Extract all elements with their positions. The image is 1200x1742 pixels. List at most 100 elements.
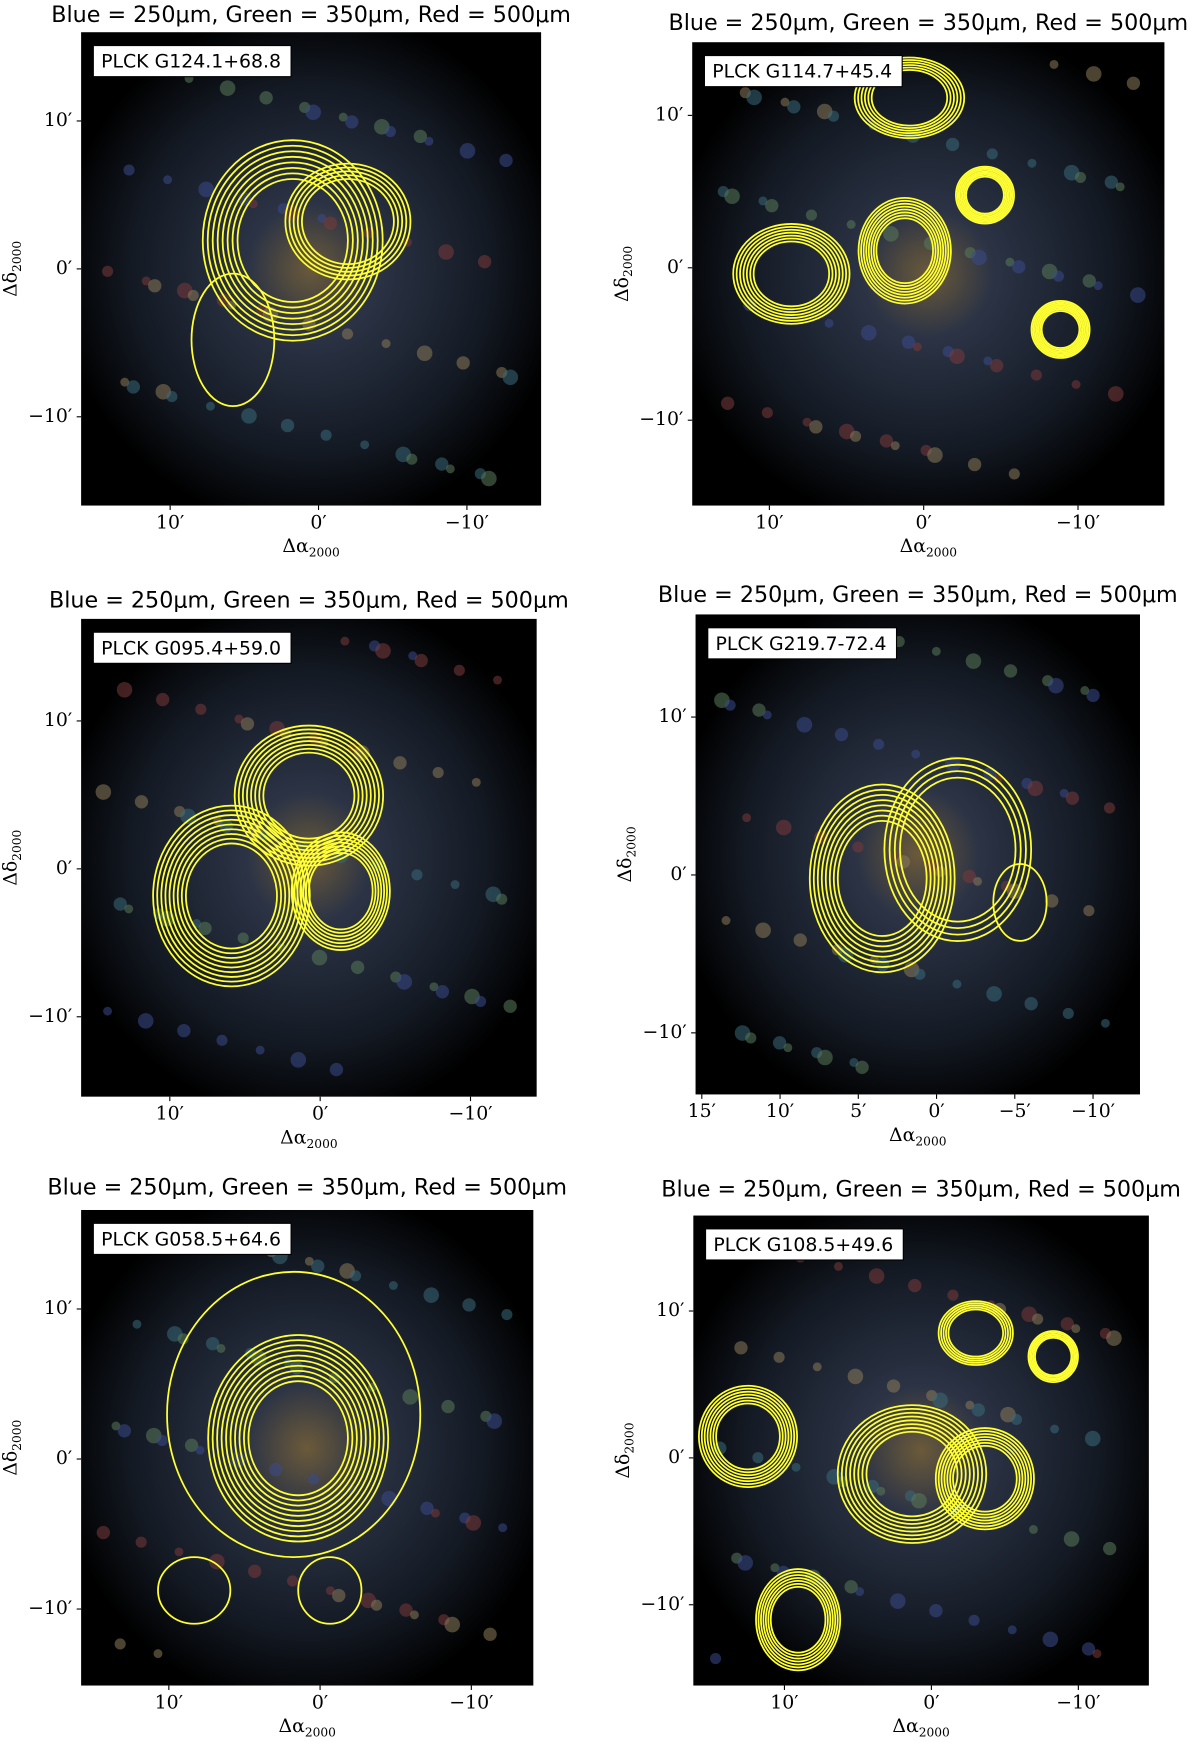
sky-speckle	[1003, 664, 1018, 678]
sky-speckle	[834, 727, 849, 742]
sky-speckle	[742, 813, 752, 823]
sky-speckle	[1049, 59, 1059, 69]
y-tick-label: 0′	[670, 863, 686, 885]
x-tick-label: −10′	[448, 1102, 492, 1124]
source-label-box: PLCK G108.5+49.6	[704, 1228, 904, 1261]
sky-speckle	[890, 1593, 906, 1609]
sky-speckle	[399, 1603, 413, 1617]
contour	[1032, 301, 1089, 358]
contour	[934, 1427, 1035, 1531]
x-axis-label-sub: 2000	[919, 1726, 950, 1740]
contour	[836, 819, 928, 937]
contour	[860, 199, 950, 302]
x-tick-label: −10′	[445, 511, 489, 533]
sky-speckle	[498, 1523, 508, 1533]
y-axis-label-sub: 2000	[10, 241, 24, 272]
contour	[1030, 1333, 1076, 1380]
contour	[221, 161, 364, 320]
sky-speckle	[248, 199, 258, 209]
contour	[231, 172, 354, 309]
contour	[238, 1370, 358, 1507]
sky-speckle	[205, 401, 215, 411]
contour	[735, 225, 848, 322]
x-tick-label: −10′	[449, 1691, 493, 1713]
sky-speckle	[459, 143, 476, 159]
sky-speckle	[493, 675, 502, 685]
source-label: PLCK G219.7-72.4	[716, 633, 887, 655]
contour	[769, 1585, 827, 1654]
sky-speckle	[137, 1013, 154, 1029]
sky-speckle	[163, 175, 173, 185]
sky-speckle	[1042, 1631, 1059, 1648]
y-tick-label: −10′	[28, 405, 72, 427]
contour	[762, 1577, 834, 1663]
contour	[284, 162, 412, 281]
sky-speckle	[1126, 76, 1141, 90]
contour	[808, 783, 956, 974]
sky-speckle	[187, 289, 199, 301]
contour	[201, 139, 384, 342]
sky-speckle	[1045, 894, 1059, 908]
y-tick-label: −10′	[643, 1021, 687, 1043]
sky-speckle	[844, 1580, 858, 1594]
sky-speckle	[986, 148, 998, 160]
sky-speckle	[381, 1490, 397, 1507]
sky-speckle	[1082, 274, 1096, 288]
sky-speckle	[911, 749, 921, 759]
sky-speckle	[861, 324, 877, 341]
contour	[760, 1574, 837, 1666]
contour	[764, 1580, 832, 1660]
contour	[947, 1308, 1004, 1358]
sky-speckle	[350, 1270, 362, 1282]
contour	[845, 1411, 979, 1537]
sky-image	[695, 614, 1140, 1095]
x-tick-label: 10′	[155, 1691, 183, 1713]
sky-speckle	[1027, 780, 1044, 797]
sky-speckle	[103, 1006, 113, 1016]
sky-speckle	[198, 921, 212, 936]
sky-speckle	[805, 209, 818, 221]
sky-speckle	[240, 717, 255, 731]
x-tick-label: 0′	[928, 1100, 944, 1122]
sky-speckle	[868, 1268, 885, 1284]
sky-speckle	[890, 441, 900, 451]
sky-speckle	[986, 986, 1002, 1002]
y-tick-label: −10′	[639, 408, 683, 430]
x-tick-label: 0′	[310, 511, 326, 533]
x-axis-label-sub: 2000	[309, 546, 340, 560]
sky-speckle	[834, 1262, 843, 1271]
contour	[965, 175, 1005, 215]
y-tick-label: 10′	[44, 1297, 72, 1319]
contour	[956, 167, 1014, 223]
x-tick-label: 0′	[916, 511, 932, 533]
sky-speckle	[411, 869, 423, 881]
source-label-bg	[707, 627, 898, 660]
sky-speckle	[1052, 270, 1064, 282]
contour	[824, 804, 940, 953]
sky-speckle	[340, 636, 350, 646]
contour	[867, 66, 952, 130]
sky-speckle	[166, 391, 178, 403]
sky-speckle	[827, 110, 840, 122]
panel-title: Blue = 250μm, Green = 350μm, Red = 500μm	[661, 1176, 1181, 1202]
sky-speckle	[965, 1400, 975, 1410]
y-axis-label-main: Δδ	[614, 857, 636, 882]
x-axis-label-main: Δα	[280, 1126, 307, 1148]
y-tick-label: −10′	[640, 1593, 684, 1615]
sky-speckle	[968, 1614, 980, 1626]
y-tick-label: −10′	[28, 1597, 72, 1619]
contour	[709, 1396, 787, 1477]
source-label: PLCK G058.5+64.6	[101, 1228, 281, 1250]
contour	[297, 1556, 363, 1625]
contour	[767, 1582, 829, 1657]
contour	[865, 205, 945, 296]
contour	[862, 202, 947, 299]
contour	[706, 1393, 790, 1480]
sky-speckle	[396, 974, 413, 990]
contour	[296, 174, 399, 269]
contour	[863, 64, 955, 132]
contour	[160, 814, 303, 978]
panel: Blue = 250μm, Green = 350μm, Red = 500μm…	[614, 582, 1178, 1148]
sky-speckle	[317, 213, 327, 223]
y-tick-label: −10′	[28, 1005, 72, 1027]
